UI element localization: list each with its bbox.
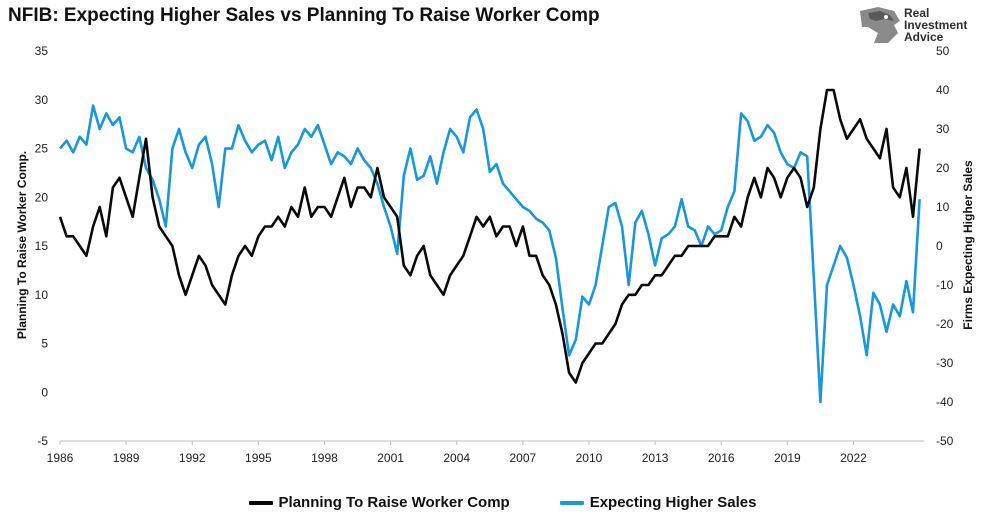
x-tick-label: 2022	[840, 451, 867, 465]
left-tick-label: 25	[35, 142, 49, 156]
left-tick-label: 35	[35, 44, 49, 58]
logo-line2: Investment	[904, 18, 968, 32]
x-tick-label: 2019	[774, 451, 801, 465]
right-axis-title: Firms Expecting Higher Sales	[961, 160, 975, 330]
x-tick-label: 1992	[179, 451, 206, 465]
legend: Planning To Raise Worker Comp Expecting …	[0, 494, 1005, 511]
series-line-worker-comp	[58, 88, 921, 384]
x-tick-label: 2001	[377, 451, 404, 465]
left-tick-label: 5	[41, 337, 48, 351]
legend-item-worker-comp: Planning To Raise Worker Comp	[248, 494, 510, 511]
x-tick-label: 1989	[113, 451, 140, 465]
right-tick-label: 10	[936, 200, 950, 214]
right-tick-label: 0	[936, 239, 943, 253]
legend-item-sales: Expecting Higher Sales	[559, 494, 757, 511]
x-tick-label: 1995	[245, 451, 272, 465]
legend-label-sales: Expecting Higher Sales	[589, 494, 757, 511]
x-tick-label: 2013	[642, 451, 669, 465]
right-tick-label: 50	[936, 44, 950, 58]
right-tick-label: -30	[936, 356, 954, 370]
legend-label-worker-comp: Planning To Raise Worker Comp	[278, 494, 510, 511]
right-tick-label: -40	[936, 395, 954, 409]
right-tick-label: 40	[936, 83, 950, 97]
x-tick-label: 2016	[708, 451, 735, 465]
x-tick-label: 2010	[576, 451, 603, 465]
right-tick-label: -10	[936, 278, 954, 292]
left-axis-title: Planning To Raise Worker Comp.	[15, 151, 29, 339]
left-tick-label: 30	[35, 93, 49, 107]
legend-swatch-worker-comp	[248, 500, 273, 505]
left-tick-label: 0	[41, 385, 48, 399]
x-tick-label: 1998	[311, 451, 338, 465]
series-line-sales	[59, 104, 921, 404]
x-tick-label: 1986	[47, 451, 74, 465]
legend-swatch-sales	[559, 500, 584, 505]
left-tick-label: 10	[35, 288, 49, 302]
right-tick-label: -20	[936, 317, 954, 331]
left-tick-label: -5	[37, 434, 48, 448]
right-tick-label: 30	[936, 122, 950, 136]
left-tick-label: 15	[35, 239, 49, 253]
left-tick-label: 20	[35, 190, 49, 204]
right-tick-label: 20	[936, 161, 950, 175]
logo-line3: Advice	[904, 30, 944, 44]
eagle-head-icon	[860, 7, 900, 43]
x-tick-label: 2007	[510, 451, 537, 465]
brand-logo: Real Investment Advice	[858, 5, 1000, 45]
right-tick-label: -50	[936, 434, 954, 448]
chart-title: NFIB: Expecting Higher Sales vs Planning…	[8, 5, 600, 26]
x-tick-label: 2004	[443, 451, 470, 465]
logo-line1: Real	[904, 6, 930, 20]
